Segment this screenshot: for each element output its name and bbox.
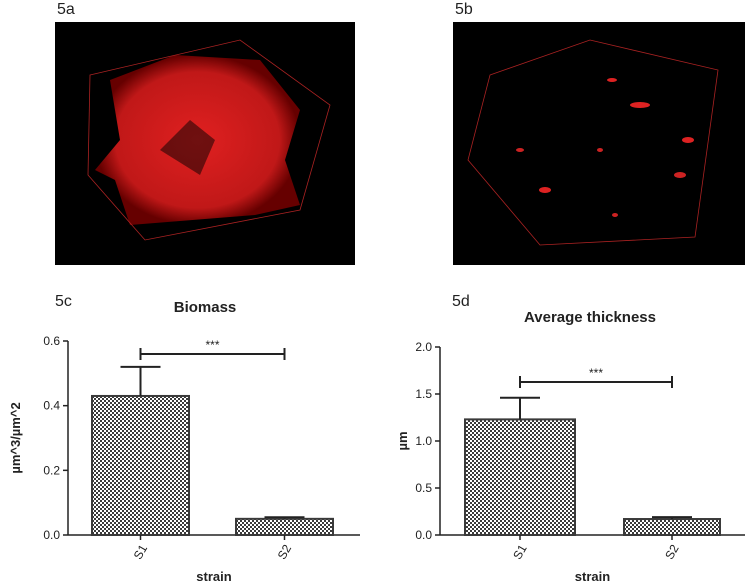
significance-bracket (139, 348, 286, 360)
panel-label: 5c (55, 293, 72, 310)
bar (91, 394, 190, 537)
y-tick-label: 2.0 (415, 340, 432, 354)
error-bar (652, 516, 692, 520)
y-tick-label: 0.4 (43, 399, 60, 413)
bar (623, 518, 721, 537)
y-tick-label: 0.0 (43, 528, 60, 542)
x-tick-label: S1 (131, 542, 151, 562)
microscopy-image (453, 22, 745, 265)
error-bar (264, 516, 305, 519)
significance-bracket (519, 376, 673, 388)
x-tick-label: S1 (510, 542, 530, 562)
panel-label: 5d (452, 293, 470, 310)
error-bar (500, 396, 540, 420)
y-tick-label: 1.0 (415, 434, 432, 448)
y-tick-label: 0.5 (415, 481, 432, 495)
panel-label: 5a (57, 1, 75, 18)
y-axis-label: µm^3/µm^2 (8, 402, 23, 473)
annotation: *** (589, 366, 603, 380)
x-tick-label: S2 (662, 542, 682, 562)
y-tick-label: 0.2 (43, 463, 60, 477)
x-axis-label: strain (196, 569, 231, 584)
microscopy-image (55, 22, 355, 265)
bar (235, 517, 334, 536)
y-axis-label: µm (395, 431, 410, 450)
y-tick-label: 0.6 (43, 334, 60, 348)
y-tick-label: 0.0 (415, 528, 432, 542)
x-axis-label: strain (575, 569, 610, 584)
error-bar (120, 365, 161, 396)
y-tick-label: 1.5 (415, 387, 432, 401)
bar (464, 418, 576, 537)
panel-label: 5b (455, 1, 473, 18)
chart-title: Biomass (174, 299, 237, 316)
annotation: *** (205, 338, 219, 352)
chart-title: Average thickness (524, 309, 656, 326)
x-tick-label: S2 (275, 542, 295, 562)
